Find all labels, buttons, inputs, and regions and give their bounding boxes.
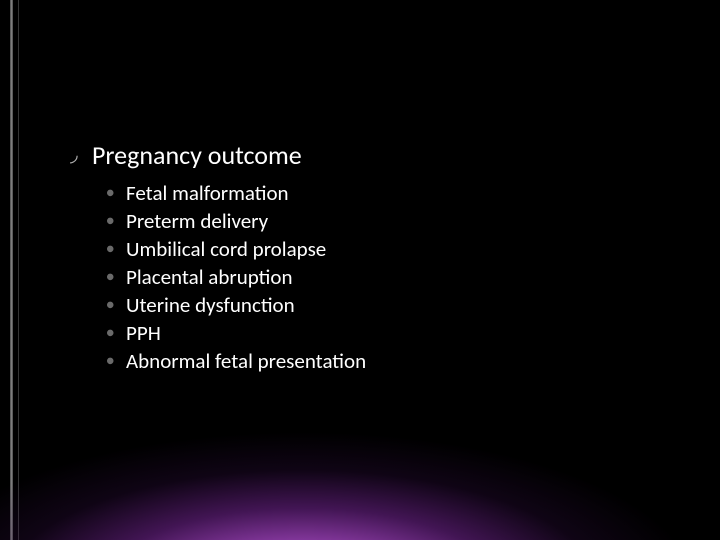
sub-list: ● Fetal malformation ● Preterm delivery … bbox=[106, 180, 670, 374]
list-item: ● PPH bbox=[106, 320, 670, 346]
list-item: ● Uterine dysfunction bbox=[106, 292, 670, 318]
slide-content: ◞ Pregnancy outcome ● Fetal malformation… bbox=[70, 140, 670, 376]
bullet-icon: ● bbox=[106, 264, 126, 290]
list-item-text: Umbilical cord prolapse bbox=[126, 236, 326, 262]
list-item-text: Uterine dysfunction bbox=[126, 292, 295, 318]
bullet-icon: ● bbox=[106, 180, 126, 206]
list-item: ● Fetal malformation bbox=[106, 180, 670, 206]
list-item-text: Preterm delivery bbox=[126, 208, 268, 234]
heading-bullet-icon: ◞ bbox=[70, 140, 92, 170]
bottom-glow bbox=[0, 380, 720, 540]
heading-text: Pregnancy outcome bbox=[92, 140, 302, 170]
list-item: ● Placental abruption bbox=[106, 264, 670, 290]
slide: ◞ Pregnancy outcome ● Fetal malformation… bbox=[0, 0, 720, 540]
heading-row: ◞ Pregnancy outcome bbox=[70, 140, 670, 170]
bullet-icon: ● bbox=[106, 236, 126, 262]
list-item: ● Abnormal fetal presentation bbox=[106, 348, 670, 374]
bullet-icon: ● bbox=[106, 348, 126, 374]
left-accent-rail bbox=[10, 0, 13, 540]
bullet-icon: ● bbox=[106, 320, 126, 346]
list-item-text: Abnormal fetal presentation bbox=[126, 348, 366, 374]
list-item: ● Preterm delivery bbox=[106, 208, 670, 234]
bullet-icon: ● bbox=[106, 292, 126, 318]
list-item: ● Umbilical cord prolapse bbox=[106, 236, 670, 262]
list-item-text: PPH bbox=[126, 320, 161, 346]
bullet-icon: ● bbox=[106, 208, 126, 234]
list-item-text: Fetal malformation bbox=[126, 180, 289, 206]
left-accent-rail-thin bbox=[18, 0, 19, 540]
list-item-text: Placental abruption bbox=[126, 264, 293, 290]
